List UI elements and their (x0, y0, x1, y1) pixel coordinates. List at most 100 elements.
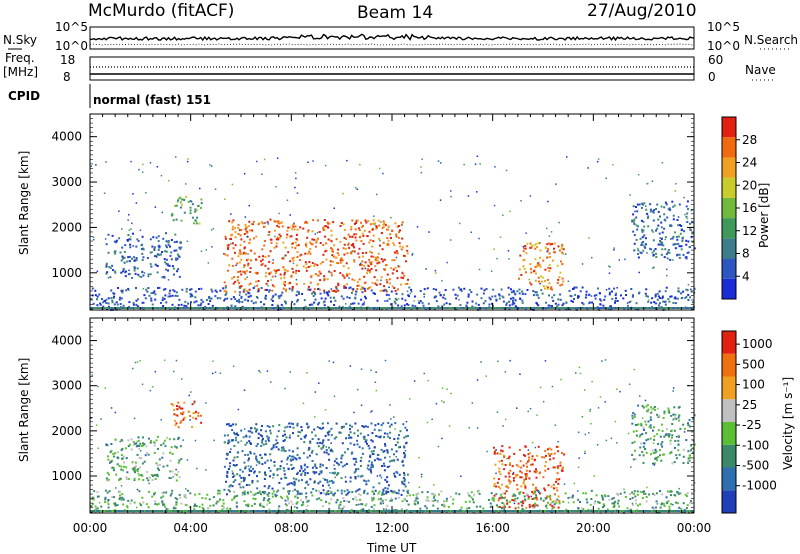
heatmap-cell (330, 247, 332, 250)
heatmap-cell (308, 261, 311, 263)
heatmap-cell (376, 279, 379, 282)
heatmap-cell (130, 510, 132, 512)
heatmap-cell (535, 293, 538, 296)
heatmap-cell (198, 222, 201, 225)
heatmap-cell (495, 472, 497, 475)
heatmap-cell (128, 443, 131, 446)
heatmap-cell (157, 307, 160, 309)
heatmap-cell (258, 255, 261, 258)
heatmap-cell (360, 307, 362, 309)
heatmap-cell (641, 228, 643, 231)
heatmap-cell (134, 442, 137, 445)
heatmap-cell (660, 226, 663, 229)
heatmap-cell (197, 304, 200, 307)
heatmap-cell (127, 287, 130, 290)
heatmap-cell (176, 498, 179, 501)
heatmap-cell (614, 294, 617, 297)
heatmap-cell (666, 274, 668, 277)
heatmap-cell (328, 502, 331, 505)
heatmap-cell (304, 471, 307, 474)
heatmap-cell (102, 305, 105, 308)
heatmap-cell (415, 495, 418, 498)
heatmap-cell (362, 234, 365, 237)
heatmap-cell (392, 242, 395, 245)
heatmap-cell (691, 220, 694, 223)
heatmap-cell (517, 307, 520, 309)
heatmap-cell (633, 234, 636, 237)
heatmap-cell (557, 278, 560, 281)
heatmap-cell (616, 442, 618, 444)
heatmap-cell (498, 460, 501, 463)
heatmap-cell (667, 410, 670, 413)
heatmap-cell (499, 307, 501, 309)
heatmap-cell (301, 479, 303, 481)
heatmap-cell (304, 243, 307, 246)
heatmap-cell (631, 453, 634, 456)
heatmap-cell (547, 452, 550, 455)
heatmap-cell (370, 505, 373, 508)
heatmap-cell (364, 295, 366, 298)
heatmap-cell (268, 498, 271, 500)
heatmap-cell (687, 457, 690, 460)
heatmap-cell (162, 495, 165, 498)
heatmap-cell (691, 232, 694, 235)
heatmap-cell (538, 472, 541, 475)
heatmap-cell (275, 439, 278, 442)
heatmap-cell (354, 307, 356, 309)
heatmap-cell (317, 307, 320, 309)
heatmap-cell (288, 455, 291, 457)
heatmap-cell (379, 502, 382, 505)
heatmap-cell (670, 452, 673, 454)
heatmap-cell (471, 300, 474, 303)
heatmap-cell (476, 427, 479, 429)
heatmap-cell (335, 262, 338, 264)
heatmap-cell (284, 290, 287, 293)
heatmap-cell (428, 231, 430, 233)
heatmap-cell (96, 304, 99, 307)
heatmap-cell (224, 286, 227, 289)
heatmap-cell (408, 494, 411, 497)
heatmap-cell (553, 242, 556, 245)
heatmap-cell (185, 196, 188, 198)
heatmap-cell (237, 223, 240, 226)
heatmap-cell (349, 442, 352, 445)
heatmap-cell (655, 302, 658, 305)
heatmap-cell (653, 406, 656, 408)
heatmap-cell (288, 226, 291, 229)
heatmap-cell (313, 472, 316, 475)
heatmap-cell (210, 229, 213, 231)
heatmap-cell (227, 246, 230, 249)
heatmap-cell (227, 423, 230, 425)
heatmap-cell (324, 164, 327, 167)
heatmap-cell (290, 463, 293, 466)
freq-right-tick-bottom: 0 (708, 70, 716, 84)
heatmap-cell (235, 464, 238, 466)
heatmap-cell (618, 307, 620, 309)
heatmap-cell (331, 450, 334, 453)
heatmap-cell (406, 303, 408, 306)
heatmap-cell (277, 221, 280, 224)
heatmap-cell (475, 505, 478, 508)
heatmap-cell (266, 503, 269, 506)
heatmap-cell (351, 235, 354, 238)
heatmap-cell (292, 426, 295, 429)
heatmap-cell (350, 436, 353, 439)
heatmap-cell (386, 449, 389, 452)
heatmap-cell (261, 307, 263, 309)
heatmap-cell (692, 451, 694, 454)
heatmap-cell (240, 273, 243, 276)
heatmap-cell (136, 510, 139, 512)
heatmap-cell (162, 465, 165, 468)
heatmap-cell (390, 489, 393, 492)
heatmap-cell (683, 511, 686, 514)
heatmap-cell (136, 506, 138, 509)
heatmap-cell (131, 277, 134, 279)
heatmap-cell (427, 302, 430, 305)
heatmap-cell (134, 307, 136, 309)
station-title: McMurdo (fitACF) (88, 1, 234, 21)
heatmap-cell (234, 298, 237, 301)
heatmap-cell (227, 243, 230, 246)
heatmap-cell (155, 264, 158, 267)
heatmap-cell (682, 502, 685, 505)
heatmap-cell (288, 502, 291, 505)
